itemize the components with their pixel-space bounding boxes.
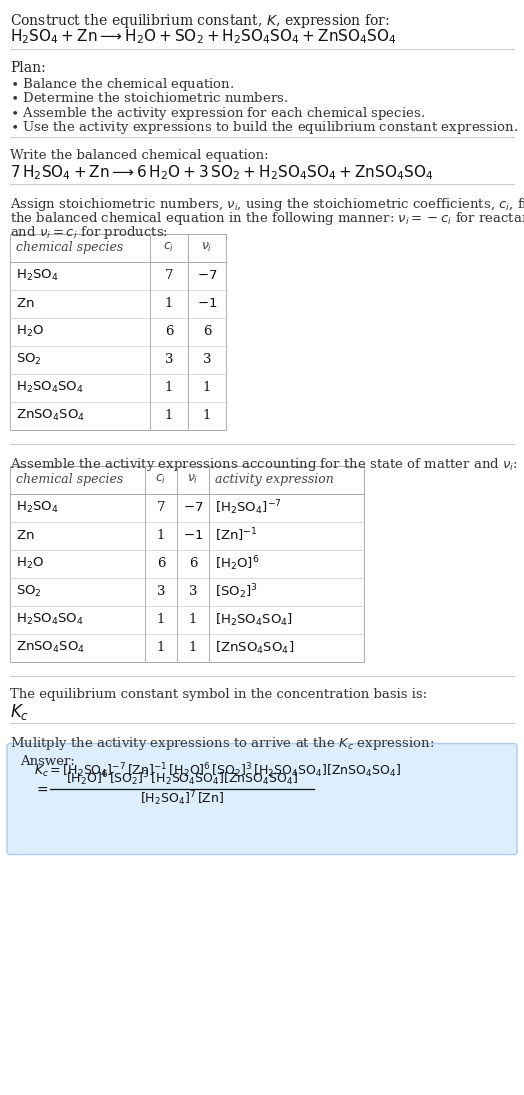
- Text: $\mathrm{H_2O}$: $\mathrm{H_2O}$: [16, 324, 44, 339]
- Text: 1: 1: [203, 410, 211, 423]
- Text: $K_c = [\mathrm{H_2SO_4}]^{-7}\,[\mathrm{Zn}]^{-1}\,[\mathrm{H_2O}]^6\,[\mathrm{: $K_c = [\mathrm{H_2SO_4}]^{-7}\,[\mathrm…: [34, 761, 401, 780]
- Text: 6: 6: [203, 325, 211, 338]
- Text: chemical species: chemical species: [16, 241, 123, 254]
- Text: 1: 1: [165, 410, 173, 423]
- Text: $[\mathrm{ZnSO_4SO_4}]$: $[\mathrm{ZnSO_4SO_4}]$: [215, 639, 294, 656]
- Text: $\mathrm{H_2SO_4 + Zn} \longrightarrow \mathrm{H_2O + SO_2 + H_2SO_4SO_4 + ZnSO_: $\mathrm{H_2SO_4 + Zn} \longrightarrow \…: [10, 27, 397, 46]
- Bar: [10, 234, 226, 430]
- Text: Assemble the activity expressions accounting for the state of matter and $\nu_i$: Assemble the activity expressions accoun…: [10, 456, 518, 473]
- Text: $\mathrm{SO_2}$: $\mathrm{SO_2}$: [16, 584, 42, 599]
- Text: Assign stoichiometric numbers, $\nu_i$, using the stoichiometric coefficients, $: Assign stoichiometric numbers, $\nu_i$, …: [10, 196, 524, 212]
- Text: $c_i$: $c_i$: [156, 473, 167, 486]
- Text: 1: 1: [157, 613, 165, 626]
- Text: The equilibrium constant symbol in the concentration basis is:: The equilibrium constant symbol in the c…: [10, 688, 427, 701]
- FancyBboxPatch shape: [7, 744, 517, 854]
- Text: $-1$: $-1$: [183, 529, 203, 542]
- Text: $[\mathrm{H_2SO_4}]^{-7}$: $[\mathrm{H_2SO_4}]^{-7}$: [215, 498, 282, 517]
- Text: Write the balanced chemical equation:: Write the balanced chemical equation:: [10, 149, 269, 162]
- Text: $-1$: $-1$: [197, 298, 217, 310]
- Text: $\mathrm{H_2SO_4}$: $\mathrm{H_2SO_4}$: [16, 268, 59, 284]
- Text: $\mathrm{H_2SO_4SO_4}$: $\mathrm{H_2SO_4SO_4}$: [16, 612, 84, 627]
- Text: 7: 7: [165, 269, 173, 283]
- Text: $=$: $=$: [34, 782, 49, 796]
- Text: $\nu_i$: $\nu_i$: [201, 241, 213, 254]
- Text: $\bullet$ Assemble the activity expression for each chemical species.: $\bullet$ Assemble the activity expressi…: [10, 105, 425, 122]
- Text: $\mathrm{ZnSO_4SO_4}$: $\mathrm{ZnSO_4SO_4}$: [16, 641, 85, 655]
- Text: Mulitply the activity expressions to arrive at the $K_c$ expression:: Mulitply the activity expressions to arr…: [10, 735, 434, 752]
- Text: 1: 1: [189, 642, 197, 654]
- Text: 7: 7: [157, 502, 165, 515]
- Text: 3: 3: [157, 585, 165, 598]
- Text: $\mathrm{SO_2}$: $\mathrm{SO_2}$: [16, 353, 42, 368]
- Text: the balanced chemical equation in the following manner: $\nu_i = -c_i$ for react: the balanced chemical equation in the fo…: [10, 210, 524, 227]
- Text: $-7$: $-7$: [183, 502, 203, 515]
- Text: Answer:: Answer:: [20, 754, 75, 768]
- Text: Plan:: Plan:: [10, 61, 46, 76]
- Text: $\bullet$ Balance the chemical equation.: $\bullet$ Balance the chemical equation.: [10, 77, 234, 93]
- Text: 1: 1: [165, 298, 173, 310]
- Text: $\mathrm{H_2SO_4}$: $\mathrm{H_2SO_4}$: [16, 500, 59, 516]
- Text: 1: 1: [189, 613, 197, 626]
- Text: $\bullet$ Determine the stoichiometric numbers.: $\bullet$ Determine the stoichiometric n…: [10, 91, 288, 105]
- Text: Construct the equilibrium constant, $K$, expression for:: Construct the equilibrium constant, $K$,…: [10, 12, 390, 30]
- Text: 1: 1: [165, 381, 173, 394]
- Text: $\nu_i$: $\nu_i$: [187, 473, 199, 486]
- Text: 3: 3: [203, 354, 211, 367]
- Text: 1: 1: [203, 381, 211, 394]
- Text: $\bullet$ Use the activity expressions to build the equilibrium constant express: $\bullet$ Use the activity expressions t…: [10, 119, 518, 136]
- Text: $[\mathrm{SO_2}]^3$: $[\mathrm{SO_2}]^3$: [215, 583, 258, 601]
- Text: $\mathrm{Zn}$: $\mathrm{Zn}$: [16, 529, 35, 542]
- Text: 6: 6: [165, 325, 173, 338]
- Text: $c_i$: $c_i$: [163, 241, 174, 254]
- Text: 6: 6: [157, 557, 165, 570]
- Text: $\mathrm{ZnSO_4SO_4}$: $\mathrm{ZnSO_4SO_4}$: [16, 408, 85, 424]
- Text: activity expression: activity expression: [215, 473, 334, 486]
- Text: $\mathrm{H_2SO_4SO_4}$: $\mathrm{H_2SO_4SO_4}$: [16, 380, 84, 395]
- Text: chemical species: chemical species: [16, 473, 123, 486]
- Text: 6: 6: [189, 557, 197, 570]
- Text: $[\mathrm{H_2O}]^6$: $[\mathrm{H_2O}]^6$: [215, 554, 259, 573]
- Bar: [10, 465, 364, 661]
- Text: $[\mathrm{Zn}]^{-1}$: $[\mathrm{Zn}]^{-1}$: [215, 527, 258, 544]
- Text: $\mathrm{H_2O}$: $\mathrm{H_2O}$: [16, 556, 44, 572]
- Text: 3: 3: [189, 585, 197, 598]
- Text: $[\mathrm{H_2SO_4SO_4}]$: $[\mathrm{H_2SO_4SO_4}]$: [215, 612, 293, 627]
- Text: $\mathrm{Zn}$: $\mathrm{Zn}$: [16, 298, 35, 310]
- Text: $[\mathrm{H_2O}]^6\,[\mathrm{SO_2}]^3\,[\mathrm{H_2SO_4SO_4}][\mathrm{ZnSO_4SO_4: $[\mathrm{H_2O}]^6\,[\mathrm{SO_2}]^3\,[…: [66, 769, 298, 788]
- Text: $K_c$: $K_c$: [10, 702, 29, 722]
- Text: 1: 1: [157, 529, 165, 542]
- Text: $\mathrm{7\,H_2SO_4 + Zn} \longrightarrow \mathrm{6\,H_2O + 3\,SO_2 + H_2SO_4SO_: $\mathrm{7\,H_2SO_4 + Zn} \longrightarro…: [10, 163, 433, 182]
- Text: 3: 3: [165, 354, 173, 367]
- Text: and $\nu_i = c_i$ for products:: and $\nu_i = c_i$ for products:: [10, 224, 168, 241]
- Text: $[\mathrm{H_2SO_4}]^7\,[\mathrm{Zn}]$: $[\mathrm{H_2SO_4}]^7\,[\mathrm{Zn}]$: [140, 789, 224, 808]
- Text: $-7$: $-7$: [196, 269, 217, 283]
- Text: 1: 1: [157, 642, 165, 654]
